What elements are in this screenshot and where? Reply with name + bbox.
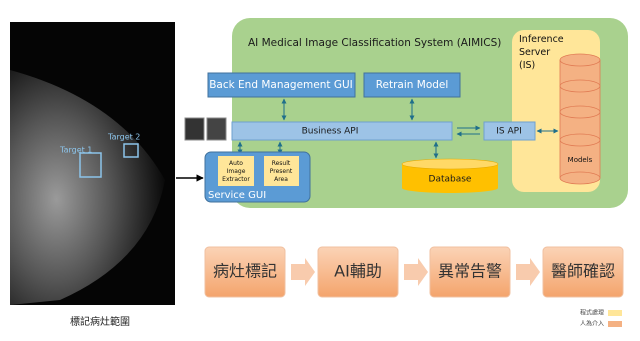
legend-label: 人為介入: [580, 320, 604, 328]
flow-label: AI輔助: [334, 262, 382, 281]
target-label: Target 2: [107, 133, 140, 142]
flow-arrow: [404, 258, 428, 286]
is-api-box: [483, 121, 536, 141]
flow-label: 病灶標記: [213, 262, 277, 281]
legend-swatch: [608, 321, 622, 327]
inference-label: Inference Server (IS): [519, 34, 564, 71]
system-title: AI Medical Image Classification System (…: [248, 37, 501, 49]
backend-box: [207, 72, 356, 98]
legend-swatch: [608, 310, 622, 316]
is-api-label: IS API: [496, 127, 521, 137]
result-label: Result Present Area: [270, 160, 293, 183]
database-cylinder: [401, 158, 499, 193]
flow-box: [317, 246, 399, 298]
flow-box: [542, 246, 624, 298]
thumbnail: [206, 117, 227, 141]
business-api-label: Business API: [302, 127, 359, 137]
flow-arrow: [291, 258, 315, 286]
thumbnail: [184, 117, 205, 141]
result-box: [264, 156, 299, 186]
flow-box: [204, 246, 286, 298]
flow-label: 醫師確認: [551, 262, 615, 281]
target-box: [123, 143, 139, 158]
extractor-box: [218, 156, 254, 186]
models-cylinder: [559, 53, 601, 185]
flow-box: [429, 246, 511, 298]
flow-arrow: [516, 258, 540, 286]
extractor-label: Auto Image Extractor: [222, 160, 250, 183]
database-label: Database: [429, 175, 472, 185]
legend-label: 程式處理: [580, 309, 604, 317]
flow-label: 異常告警: [438, 262, 502, 281]
caption: 標記病灶範圍: [70, 315, 130, 328]
target-box: [79, 152, 102, 178]
business-api-box: [231, 121, 453, 141]
target-label: Target 1: [59, 146, 92, 155]
models-label: Models: [568, 156, 593, 164]
service-gui-label: Service GUI: [208, 190, 266, 201]
flow: 病灶標記 AI輔助 異常告警 醫師確認: [204, 246, 624, 298]
retrain-box: [363, 72, 461, 98]
breast: [10, 70, 165, 305]
backend-label: Back End Management GUI: [209, 79, 353, 91]
retrain-label: Retrain Model: [376, 79, 449, 91]
